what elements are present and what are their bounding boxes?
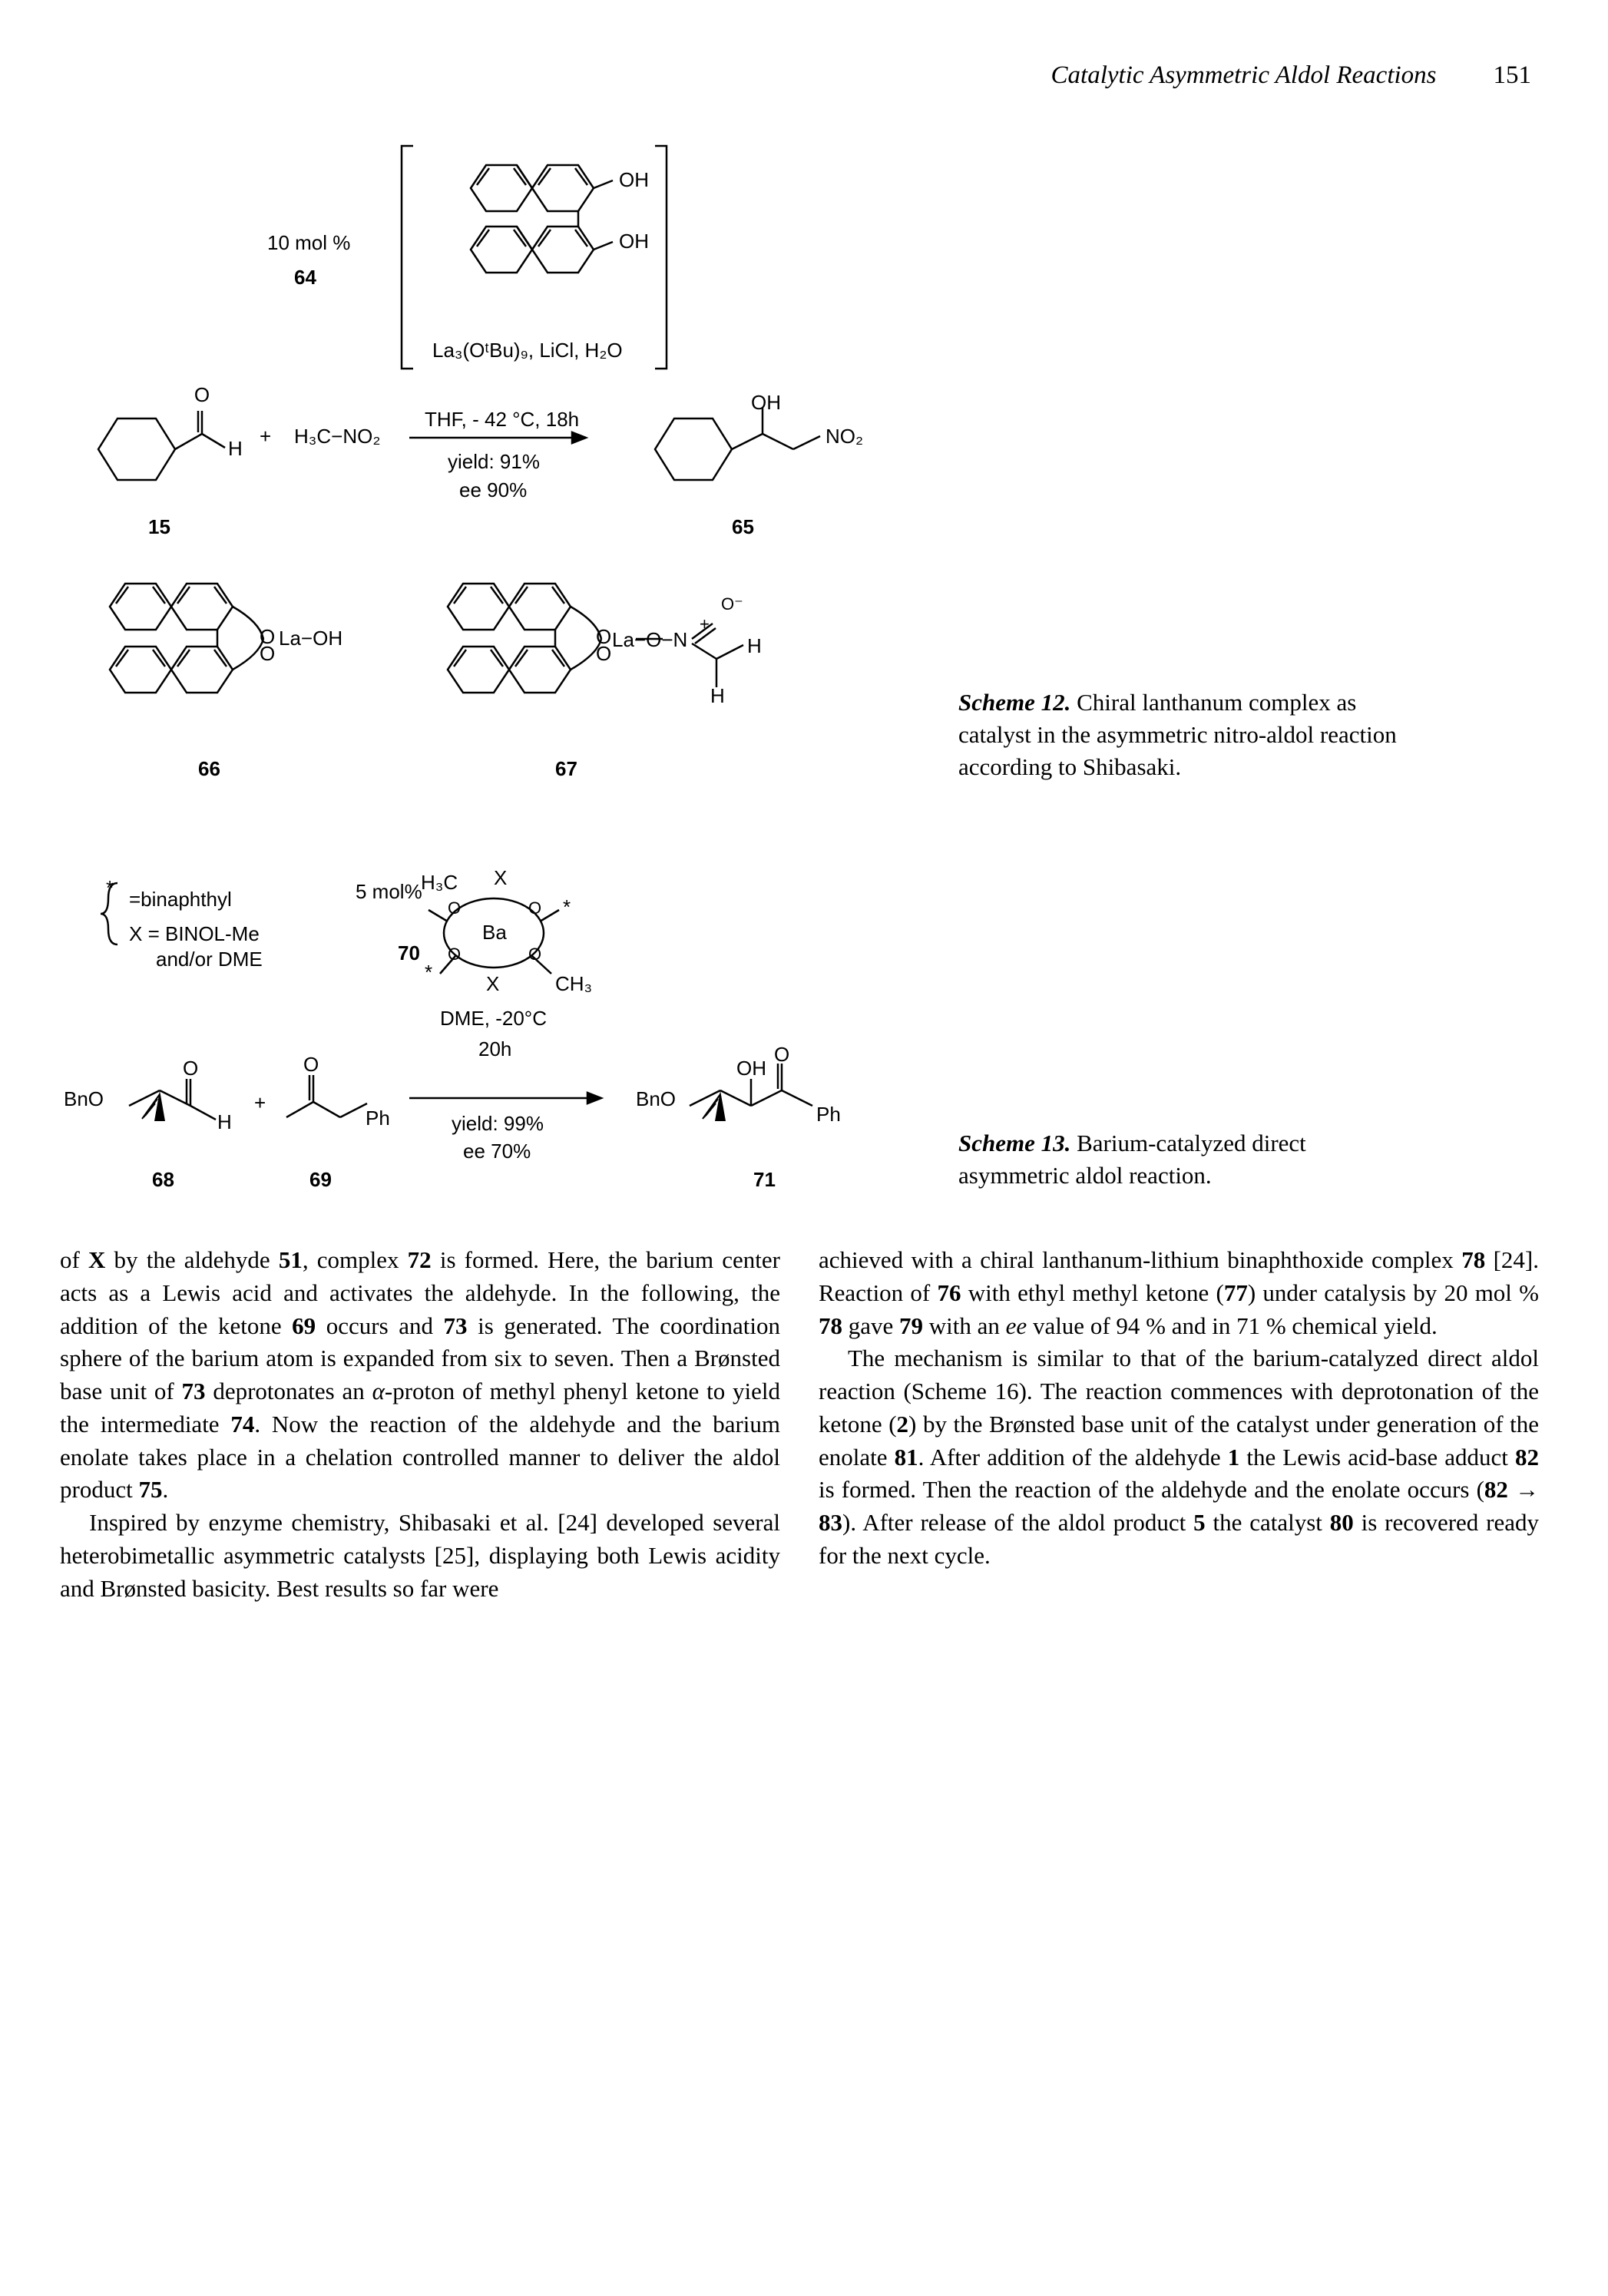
- label-catalyst-amount: 10 mol %: [267, 231, 350, 254]
- label-71-ph: Ph: [816, 1103, 841, 1126]
- scheme12-reaction-svg: 10 mol % 64 OH OH La₃(OᵗBu)₉, LiCl, H₂O …: [64, 134, 893, 541]
- label-cat-o1: O: [448, 898, 461, 918]
- scheme13-svg: * =binaphthyl X = BINOL-Me and/or DME 5 …: [64, 860, 893, 1206]
- col1-p1: of X by the aldehyde 51, complex 72 is f…: [60, 1244, 780, 1507]
- label-prod-oh: OH: [751, 391, 781, 414]
- label-binaphthyl: =binaphthyl: [129, 888, 232, 911]
- label-compound-68: 68: [152, 1168, 174, 1191]
- label-cat-o2: O: [528, 898, 541, 918]
- label-xnote2: and/or DME: [156, 948, 263, 971]
- label-66-o2: O: [260, 642, 275, 665]
- label-ald-h: H: [228, 437, 243, 460]
- running-title: Catalytic Asymmetric Aldol Reactions: [1051, 61, 1437, 89]
- scheme13-caption-lead: Scheme 13.: [958, 1130, 1070, 1156]
- col2-p1: achieved with a chiral lanthanum-lithium…: [819, 1244, 1539, 1342]
- schemes-region: 10 mol % 64 OH OH La₃(OᵗBu)₉, LiCl, H₂O …: [64, 134, 1539, 1206]
- label-dme: DME, -20°C: [440, 1007, 547, 1030]
- scheme12-reaction-row: 10 mol % 64 OH OH La₃(OᵗBu)₉, LiCl, H₂O …: [64, 134, 1539, 541]
- label-compound-66: 66: [198, 757, 220, 780]
- label-67-ominus: O⁻: [721, 594, 743, 614]
- scheme13-row: * =binaphthyl X = BINOL-Me and/or DME 5 …: [64, 860, 1539, 1206]
- label-ch3: CH₃: [555, 972, 592, 995]
- label-plus13: +: [254, 1091, 266, 1114]
- scheme13-caption: Scheme 13. Barium-catalyzed direct asymm…: [958, 1127, 1404, 1192]
- label-solvent: THF, - 42 °C, 18h: [425, 408, 579, 431]
- label-5mol: 5 mol%: [356, 880, 422, 903]
- running-head: Catalytic Asymmetric Aldol Reactions 151: [60, 61, 1539, 90]
- label-bno-68: BnO: [64, 1087, 104, 1110]
- label-catalyst-num: 64: [294, 266, 316, 289]
- label-oh-lower: OH: [619, 230, 649, 253]
- label-time: 20h: [478, 1037, 511, 1060]
- column-right: achieved with a chiral lanthanum-lithium…: [819, 1244, 1539, 1605]
- label-69-ph: Ph: [366, 1107, 390, 1130]
- label-star3: *: [563, 895, 571, 918]
- col1-p2: Inspired by enzyme chemistry, Shibasaki …: [60, 1507, 780, 1605]
- label-bno-71: BnO: [636, 1087, 676, 1110]
- label-71-o: O: [774, 1043, 789, 1066]
- body-text: of X by the aldehyde 51, complex 72 is f…: [60, 1244, 1539, 1605]
- label-nitromethane: H₃C−NO₂: [294, 425, 380, 448]
- label-compound-67: 67: [555, 757, 577, 780]
- label-oh-upper: OH: [619, 168, 649, 191]
- label-compound-69: 69: [309, 1168, 332, 1191]
- label-x2: X: [486, 972, 499, 995]
- col2-p2: The mechanism is similar to that of the …: [819, 1342, 1539, 1572]
- label-yield: yield: 91%: [448, 450, 540, 473]
- label-cat-o4: O: [528, 945, 541, 964]
- label-ee: ee 90%: [459, 478, 527, 501]
- label-compound-65: 65: [732, 515, 754, 538]
- label-68-o: O: [183, 1057, 198, 1080]
- label-compound-15: 15: [148, 515, 170, 538]
- label-67-h2: H: [710, 684, 725, 707]
- label-compound-70: 70: [398, 941, 420, 964]
- label-67-plus: +: [700, 614, 710, 634]
- label-ba: Ba: [482, 921, 507, 944]
- label-67-o2: O: [596, 642, 611, 665]
- label-x1: X: [494, 866, 507, 889]
- label-66-laoh: La−OH: [279, 627, 342, 650]
- label-67-la: La−O−N: [612, 628, 687, 651]
- label-h3c: H₃C: [421, 871, 458, 894]
- label-67-h1: H: [747, 634, 762, 657]
- scheme12-caption-lead: Scheme 12.: [958, 689, 1070, 716]
- label-star: *: [106, 876, 114, 899]
- label-additives: La₃(OᵗBu)₉, LiCl, H₂O: [432, 339, 623, 362]
- scheme12-intermediates-svg: O O La−OH O O La−O−N O⁻ + H H 66 67: [64, 561, 893, 814]
- label-xnote: X = BINOL-Me: [129, 922, 260, 945]
- label-cat-o3: O: [448, 945, 461, 964]
- label-compound-71: 71: [753, 1168, 776, 1191]
- label-69-o: O: [303, 1053, 319, 1076]
- column-left: of X by the aldehyde 51, complex 72 is f…: [60, 1244, 780, 1605]
- label-star2: *: [425, 961, 432, 984]
- label-68-h: H: [217, 1110, 232, 1133]
- label-71-oh: OH: [736, 1057, 766, 1080]
- label-plus: +: [260, 425, 271, 448]
- scheme12-caption: Scheme 12. Chiral lanthanum complex as c…: [958, 686, 1404, 783]
- label-prod-no2: NO₂: [826, 425, 863, 448]
- scheme12-intermediates-row: O O La−OH O O La−O−N O⁻ + H H 66 67 Sche…: [64, 561, 1539, 814]
- label-yield13: yield: 99%: [452, 1112, 544, 1135]
- label-ee13: ee 70%: [463, 1140, 531, 1163]
- page-number: 151: [1494, 61, 1532, 89]
- label-ald-o: O: [194, 383, 210, 406]
